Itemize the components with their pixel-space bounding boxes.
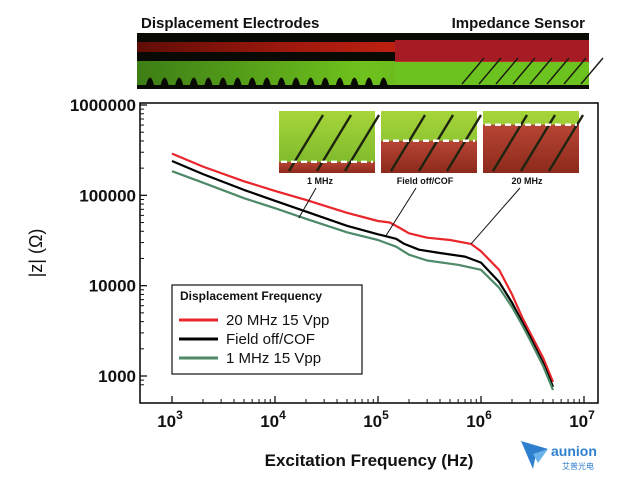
logo-subtext: 艾普光电: [562, 461, 594, 471]
annotation-label: 1 MHz: [307, 176, 334, 186]
logo-text: aunion: [551, 443, 597, 459]
legend-title: Displacement Frequency: [180, 289, 322, 303]
series-layer: [171, 152, 555, 391]
inset-image-2: [381, 111, 483, 173]
annotation-leader: [298, 187, 317, 219]
x-axis-ticks: 103 104 105 106 107: [157, 396, 595, 431]
series-line-1: [171, 152, 555, 383]
x-tick-label: 106: [466, 408, 492, 431]
annotation-leader: [470, 187, 521, 245]
legend-entry: 1 MHz 15 Vpp: [226, 350, 321, 367]
annotation-label: 20 MHz: [511, 176, 543, 186]
y-tick-label: 1000: [98, 367, 136, 386]
annotation-label: Field off/COF: [397, 176, 454, 186]
x-axis-label: Excitation Frequency (Hz): [265, 451, 474, 470]
inset-image-3: [483, 111, 585, 173]
y-axis-ticks: 1000 10000 100000 1000000: [70, 96, 147, 386]
electrode-strip-image: [137, 33, 604, 89]
x-tick-label: 105: [363, 408, 389, 431]
legend-entry: Field off/COF: [226, 331, 315, 348]
header-left-label: Displacement Electrodes: [141, 15, 319, 32]
annotations: 1 MHz Field off/COF 20 MHz: [298, 176, 543, 245]
series-line-2: [171, 159, 555, 388]
y-tick-label: 100000: [79, 186, 136, 205]
x-tick-label: 104: [260, 408, 286, 431]
y-tick-label: 10000: [89, 277, 136, 296]
legend-entry: 20 MHz 15 Vpp: [226, 312, 329, 329]
aunion-logo: aunion 艾普光电: [521, 441, 597, 471]
y-tick-label: 1000000: [70, 96, 136, 115]
inset-image-1: [279, 111, 381, 173]
x-tick-label: 107: [569, 408, 595, 431]
annotation-leader: [385, 187, 417, 236]
legend: Displacement Frequency 20 MHz 15 Vpp Fiel…: [171, 284, 363, 375]
series-line-3: [171, 170, 555, 391]
inset-images: [279, 111, 585, 173]
header-right-label: Impedance Sensor: [452, 15, 586, 32]
x-tick-label: 103: [157, 408, 183, 431]
y-axis-label: |z| (Ω): [26, 229, 46, 278]
